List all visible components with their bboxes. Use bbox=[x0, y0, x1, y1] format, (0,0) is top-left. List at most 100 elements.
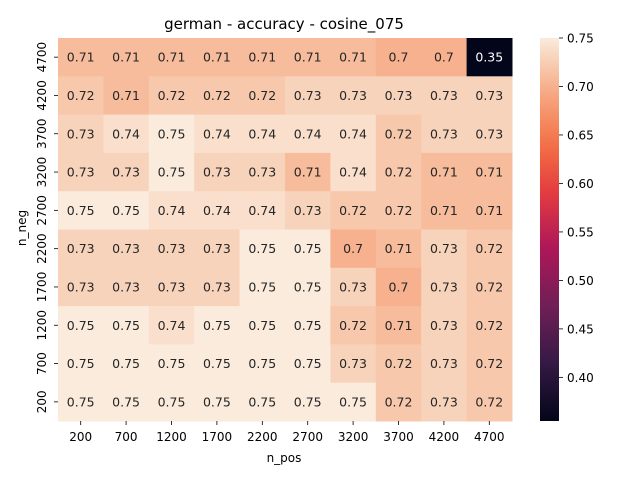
cell-value-label: 0.7 bbox=[343, 241, 363, 256]
cell-value-label: 0.75 bbox=[158, 394, 186, 409]
cell-value-label: 0.74 bbox=[248, 203, 276, 218]
cell-value-label: 0.72 bbox=[67, 88, 95, 103]
cell-value-label: 0.75 bbox=[158, 165, 186, 180]
cell-value-label: 0.72 bbox=[385, 394, 413, 409]
heatmap-cell bbox=[58, 114, 104, 154]
cell-value-label: 0.73 bbox=[430, 318, 458, 333]
heatmap-cell bbox=[58, 152, 104, 192]
cell-value-label: 0.73 bbox=[112, 241, 140, 256]
heatmap-cell bbox=[466, 76, 513, 116]
heatmap-cell bbox=[103, 382, 150, 422]
heatmap-cell bbox=[103, 114, 150, 154]
heatmap-cell bbox=[58, 306, 104, 345]
cell-value-label: 0.73 bbox=[430, 88, 458, 103]
cell-value-label: 0.73 bbox=[203, 279, 231, 294]
cell-value-label: 0.72 bbox=[475, 394, 503, 409]
heatmap-cell bbox=[148, 306, 195, 345]
cell-value-label: 0.73 bbox=[248, 165, 276, 180]
heatmap-cell bbox=[239, 38, 286, 77]
y-tick-label: 4700 bbox=[35, 42, 49, 73]
heatmap-cell bbox=[466, 229, 513, 269]
cell-value-label: 0.71 bbox=[430, 203, 458, 218]
heatmap-cell bbox=[239, 267, 286, 307]
heatmap-cell bbox=[58, 382, 104, 422]
cell-value-label: 0.75 bbox=[67, 318, 95, 333]
heatmap-cell bbox=[330, 191, 377, 230]
heatmap-cell bbox=[466, 344, 513, 384]
cell-value-label: 0.71 bbox=[248, 50, 276, 65]
cell-value-label: 0.75 bbox=[112, 318, 140, 333]
heatmap-cell bbox=[421, 38, 468, 77]
heatmap-cell bbox=[421, 267, 468, 307]
heatmap-cell bbox=[421, 229, 468, 269]
heatmap-cell bbox=[194, 191, 241, 230]
colorbar-tick-label: 0.50 bbox=[567, 274, 594, 288]
cell-value-label: 0.75 bbox=[112, 203, 140, 218]
heatmap-cell bbox=[421, 344, 468, 384]
cell-value-label: 0.73 bbox=[67, 126, 95, 141]
heatmap-cell bbox=[330, 229, 377, 269]
colorbar-tick-label: 0.75 bbox=[567, 32, 594, 46]
heatmap-cell bbox=[330, 38, 377, 77]
cell-value-label: 0.72 bbox=[203, 88, 231, 103]
cell-value-label: 0.74 bbox=[339, 165, 367, 180]
heatmap-cell bbox=[239, 114, 286, 154]
x-tick-label: 1700 bbox=[202, 430, 233, 444]
cell-value-label: 0.75 bbox=[112, 394, 140, 409]
heatmap-cell bbox=[330, 152, 377, 192]
cell-value-label: 0.74 bbox=[248, 126, 276, 141]
heatmap-cell bbox=[194, 306, 241, 345]
cell-value-label: 0.75 bbox=[203, 394, 231, 409]
x-tick-label: 200 bbox=[69, 430, 92, 444]
cell-value-label: 0.72 bbox=[475, 279, 503, 294]
cell-value-label: 0.75 bbox=[294, 356, 322, 371]
cell-value-label: 0.73 bbox=[385, 88, 413, 103]
y-tick-label: 1200 bbox=[35, 310, 49, 341]
heatmap-cell bbox=[421, 76, 468, 116]
y-tick-label: 2200 bbox=[35, 233, 49, 264]
heatmap-cell bbox=[330, 267, 377, 307]
colorbar-tick-label: 0.65 bbox=[567, 128, 594, 142]
heatmap-cell bbox=[375, 38, 422, 77]
heatmap-cell bbox=[194, 114, 241, 154]
y-tick-label: 1700 bbox=[35, 272, 49, 303]
cell-value-label: 0.71 bbox=[158, 50, 186, 65]
x-tick-label: 1200 bbox=[156, 430, 187, 444]
heatmap-cell bbox=[58, 229, 104, 269]
heatmap-cell bbox=[194, 267, 241, 307]
cell-value-label: 0.72 bbox=[475, 356, 503, 371]
cell-value-label: 0.7 bbox=[434, 50, 454, 65]
heatmap-cell bbox=[421, 382, 468, 422]
cell-value-label: 0.75 bbox=[158, 356, 186, 371]
cell-value-label: 0.7 bbox=[389, 279, 409, 294]
x-tick-label: 3700 bbox=[383, 430, 414, 444]
heatmap-cell bbox=[466, 191, 513, 230]
x-tick-label: 2200 bbox=[247, 430, 278, 444]
cell-value-label: 0.73 bbox=[67, 241, 95, 256]
cell-value-label: 0.72 bbox=[475, 318, 503, 333]
heatmap-cell bbox=[239, 152, 286, 192]
heatmap-cell bbox=[239, 306, 286, 345]
heatmap-cell bbox=[239, 229, 286, 269]
colorbar-tick-label: 0.40 bbox=[567, 371, 594, 385]
cell-value-label: 0.73 bbox=[112, 165, 140, 180]
cell-value-label: 0.72 bbox=[385, 126, 413, 141]
x-tick-label: 700 bbox=[115, 430, 138, 444]
heatmap-cell bbox=[421, 114, 468, 154]
heatmap-cell bbox=[148, 382, 195, 422]
cell-value-label: 0.75 bbox=[248, 356, 276, 371]
cell-value-label: 0.75 bbox=[248, 279, 276, 294]
cell-value-label: 0.74 bbox=[112, 126, 140, 141]
y-tick-label: 2700 bbox=[35, 195, 49, 226]
y-axis-label: n_neg bbox=[15, 210, 29, 246]
heatmap-cell bbox=[58, 344, 104, 384]
heatmap-cell bbox=[58, 76, 104, 116]
cell-value-label: 0.72 bbox=[248, 88, 276, 103]
heatmap-cell bbox=[103, 76, 150, 116]
heatmap-cell bbox=[58, 191, 104, 230]
heatmap-cell bbox=[375, 152, 422, 192]
x-tick-label: 4200 bbox=[429, 430, 460, 444]
cell-value-label: 0.75 bbox=[158, 126, 186, 141]
heatmap-cell bbox=[330, 306, 377, 345]
heatmap-cell bbox=[103, 38, 150, 77]
